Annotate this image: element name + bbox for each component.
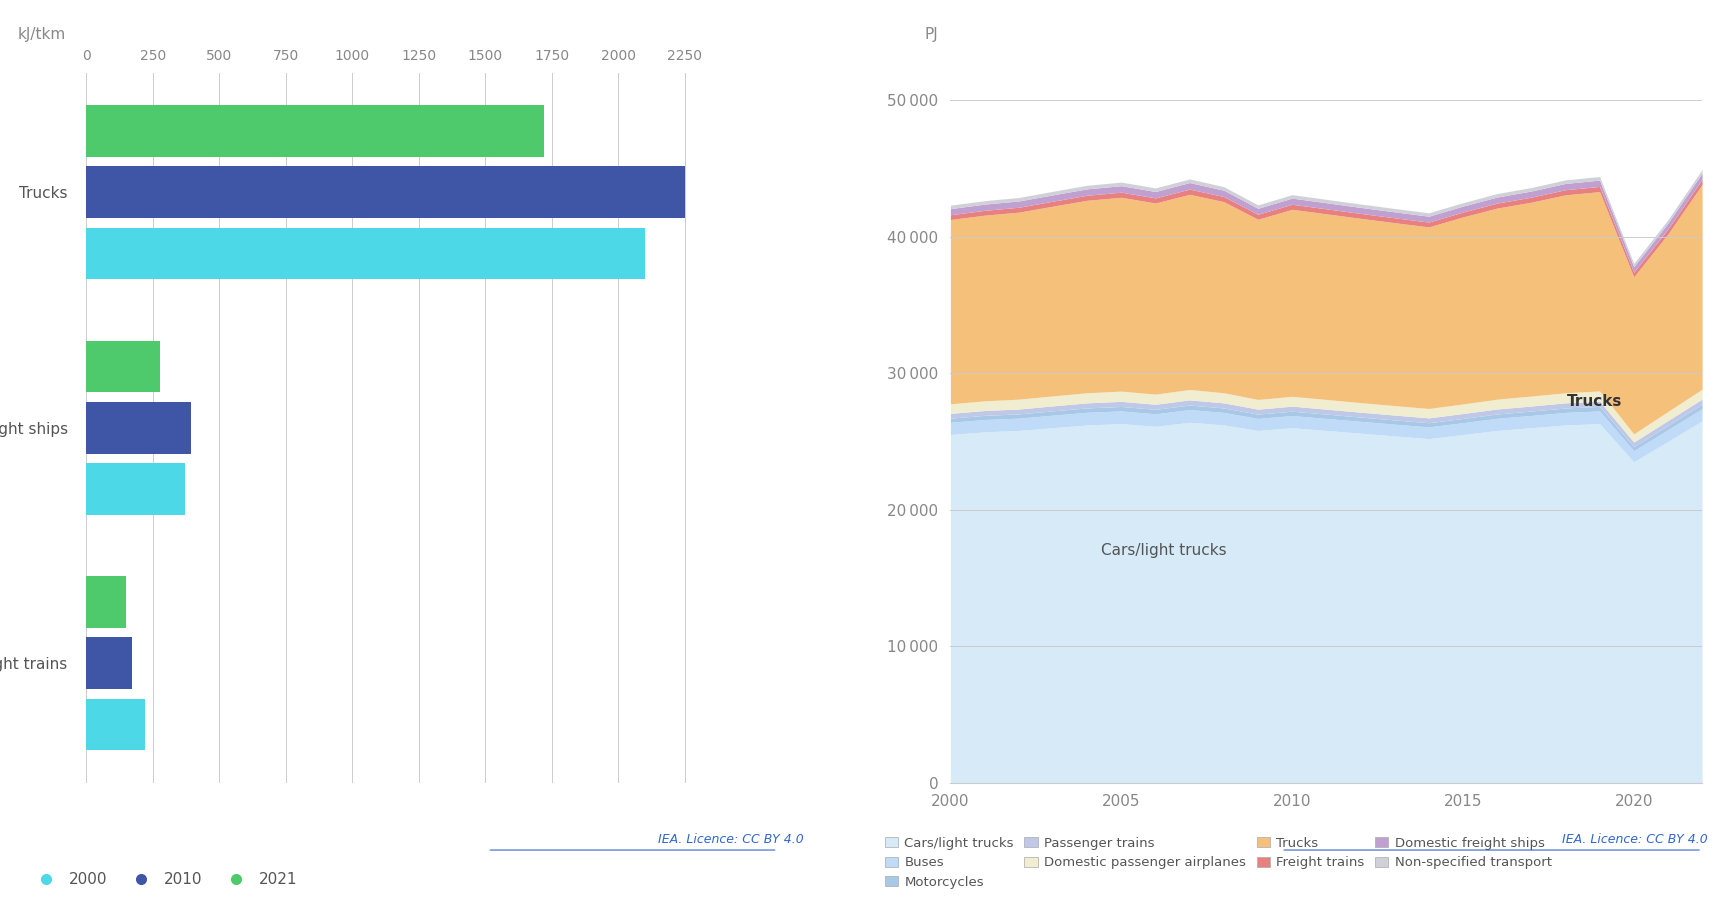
Bar: [86, 699, 145, 751]
Text: IEA. Licence: CC BY 4.0: IEA. Licence: CC BY 4.0: [658, 833, 804, 845]
Text: PJ: PJ: [924, 27, 938, 42]
Bar: [86, 402, 192, 453]
Text: Cars/light trucks: Cars/light trucks: [1101, 543, 1227, 559]
Bar: [86, 463, 185, 515]
Bar: [86, 637, 131, 689]
Bar: [86, 105, 544, 157]
Bar: [86, 576, 126, 628]
Bar: [86, 228, 645, 279]
Bar: [86, 340, 159, 392]
Legend: 2000, 2010, 2021: 2000, 2010, 2021: [24, 866, 304, 894]
Text: Trucks: Trucks: [1567, 394, 1623, 410]
Bar: [86, 167, 684, 218]
Text: IEA. Licence: CC BY 4.0: IEA. Licence: CC BY 4.0: [1562, 833, 1707, 845]
Text: kJ/tkm: kJ/tkm: [17, 27, 66, 42]
Legend: Cars/light trucks, Buses, Motorcycles, Passenger trains, Domestic passenger airp: Cars/light trucks, Buses, Motorcycles, P…: [880, 832, 1557, 895]
